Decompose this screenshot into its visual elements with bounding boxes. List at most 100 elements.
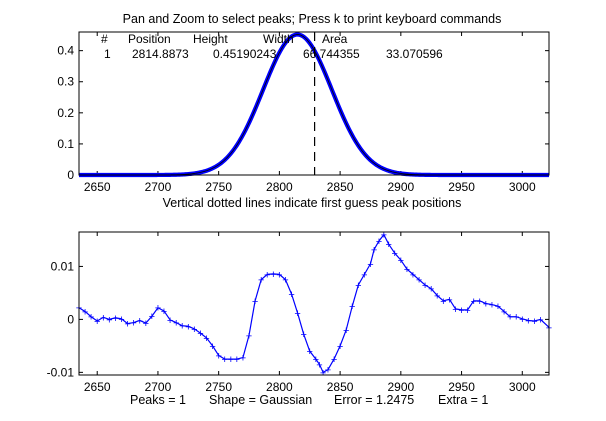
table-header-position: Position — [128, 32, 171, 46]
residual-point: + — [137, 315, 143, 327]
residual-point: + — [376, 236, 382, 248]
residual-point: + — [428, 284, 434, 296]
status-shape: Shape = Gaussian — [209, 393, 312, 407]
residual-point: + — [337, 341, 343, 353]
residual-point: + — [381, 230, 387, 242]
top-xtick-label: 2700 — [145, 180, 172, 194]
residual-point: + — [446, 294, 452, 306]
residual-point: + — [440, 296, 446, 308]
bottom-ytick-label: 0.01 — [51, 259, 75, 273]
residual-point: + — [361, 269, 367, 281]
residual-point: + — [222, 354, 228, 366]
bottom-plot-title: Vertical dotted lines indicate first gue… — [163, 196, 462, 210]
residual-point: + — [513, 312, 519, 324]
residual-point: + — [282, 275, 288, 287]
residual-point: + — [489, 300, 495, 312]
top-xtick-label: 2850 — [327, 180, 354, 194]
residual-point: + — [82, 306, 88, 318]
bottom-plot-area[interactable] — [79, 232, 549, 375]
residual-point: + — [240, 353, 246, 365]
residual-point: + — [404, 264, 410, 276]
residual-point: + — [531, 316, 537, 328]
residual-point: + — [215, 350, 221, 362]
residual-point: + — [483, 299, 489, 311]
residual-point: + — [143, 318, 149, 330]
residual-point: + — [349, 301, 355, 313]
residual-point: + — [191, 324, 197, 336]
residual-point: + — [258, 275, 264, 287]
residual-point: + — [464, 305, 470, 317]
residual-point: + — [434, 291, 440, 303]
top-ytick-label: 0.3 — [57, 75, 74, 89]
residual-point: + — [118, 314, 124, 326]
residual-point: + — [270, 269, 276, 281]
residual-point: + — [234, 354, 240, 366]
top-xtick-label: 3000 — [509, 180, 536, 194]
residual-point: + — [452, 304, 458, 316]
residual-point: + — [416, 275, 422, 287]
residual-point: + — [519, 314, 525, 326]
residual-point: + — [276, 269, 282, 281]
residual-point: + — [331, 354, 337, 366]
table-cell-width: 66.744355 — [303, 47, 360, 61]
top-plot[interactable]: 2650 2700 2750 2800 2850 2900 2950 3000 0 0.1 0.2 0… — [57, 31, 550, 194]
residual-point: + — [300, 329, 306, 341]
bottom-xtick-label: 3000 — [509, 380, 536, 394]
residual-point: + — [228, 354, 234, 366]
bottom-plot-ticks: 2650 2700 2750 2800 2850 2900 2950 3000 -0.01 0 0.… — [47, 232, 549, 394]
bottom-plot-series: + + + + + + + + + + + +++ ++ + + + + + +++ + + + ++++ + + + ++++++… — [76, 230, 552, 380]
table-cell-position: 2814.8873 — [132, 47, 189, 61]
table-header-area: Area — [322, 32, 348, 46]
residual-point: + — [130, 318, 136, 330]
top-xtick-label: 2750 — [205, 180, 232, 194]
residual-point: + — [501, 306, 507, 318]
residual-point: + — [371, 244, 377, 256]
residual-point: + — [385, 239, 391, 251]
bottom-plot[interactable]: 2650 2700 2750 2800 2850 2900 2950 3000 -0.01 0 0.… — [47, 230, 553, 394]
residual-point: + — [106, 314, 112, 326]
bottom-xtick-label: 2700 — [145, 380, 172, 394]
residual-point: + — [313, 354, 319, 366]
table-cell-area: 33.070596 — [386, 47, 443, 61]
top-xtick-label: 2950 — [448, 180, 475, 194]
residual-point: + — [149, 311, 155, 323]
residual-point: + — [173, 318, 179, 330]
residual-point: + — [507, 312, 513, 324]
residual-point: + — [100, 312, 106, 324]
residual-point: + — [209, 341, 215, 353]
residual-line — [78, 233, 550, 374]
top-ytick-label: 0.1 — [57, 137, 74, 151]
residual-point: + — [179, 321, 185, 333]
residual-point: + — [525, 315, 531, 327]
residual-point: + — [112, 313, 118, 325]
table-header-width: Width — [263, 32, 294, 46]
bottom-plot-frame — [78, 231, 550, 376]
status-error: Error = 1.2475 — [334, 393, 414, 407]
top-xtick-label: 2650 — [84, 180, 111, 194]
table-header-height: Height — [193, 32, 228, 46]
residual-point: + — [537, 314, 543, 326]
top-plot-title: Pan and Zoom to select peaks; Press k to… — [123, 12, 502, 26]
residual-point: + — [422, 280, 428, 292]
residual-point: + — [288, 289, 294, 301]
residual-point: + — [203, 333, 209, 345]
results-table: # Position Height Width Area 1 2814.8873… — [101, 32, 443, 61]
residual-point: + — [398, 255, 404, 267]
bottom-xtick-label: 2650 — [84, 380, 111, 394]
residual-point: + — [307, 346, 313, 358]
bottom-xtick-label: 2850 — [327, 380, 354, 394]
top-xtick-label: 2800 — [266, 180, 293, 194]
bottom-xtick-label: 2950 — [448, 380, 475, 394]
residual-point: + — [392, 248, 398, 260]
residual-point: + — [458, 305, 464, 317]
status-peaks: Peaks = 1 — [130, 393, 186, 407]
residual-point: + — [495, 301, 501, 313]
residual-point: + — [477, 296, 483, 308]
residual-point: + — [264, 269, 270, 281]
top-plot-area[interactable] — [79, 32, 549, 175]
residual-point: + — [470, 296, 476, 308]
table-cell-index: 1 — [104, 47, 111, 61]
residual-point: + — [167, 315, 173, 327]
top-ytick-label: 0 — [67, 168, 74, 182]
